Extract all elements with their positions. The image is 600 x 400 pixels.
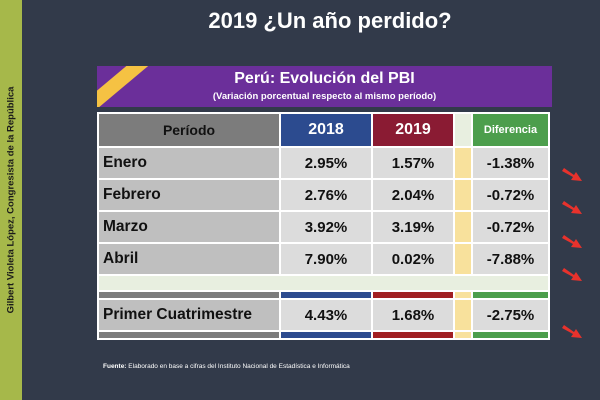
gap-cell — [453, 210, 473, 244]
gap-cell — [453, 146, 473, 180]
banner-title: Perú: Evolución del PBI — [234, 70, 415, 87]
gap-cell — [453, 298, 473, 332]
row-2018: 3.92% — [279, 210, 373, 244]
header-2018: 2018 — [279, 112, 373, 148]
color-bar — [371, 330, 455, 340]
gap-cell — [453, 290, 473, 300]
row-diff: -0.72% — [471, 178, 550, 212]
row-diff: -1.38% — [471, 146, 550, 180]
color-bar — [279, 290, 373, 300]
total-2018: 4.43% — [279, 298, 373, 332]
author-credit: Gilbert Violeta López, Congresista de la… — [5, 86, 17, 314]
spacer-row — [97, 274, 550, 292]
gdp-table: Período 2018 2019 Diferencia Enero 2.95%… — [97, 112, 550, 340]
row-period: Abril — [97, 242, 281, 276]
color-bar — [371, 290, 455, 300]
color-bar — [471, 290, 550, 300]
slide-title: 2019 ¿Un año perdido? — [208, 8, 452, 33]
arrow-down-right-icon — [562, 235, 582, 248]
row-2019: 0.02% — [371, 242, 455, 276]
source-label: Fuente: — [103, 363, 127, 370]
table-row: Febrero 2.76% 2.04% -0.72% — [97, 178, 550, 212]
color-bar — [471, 330, 550, 340]
table-banner: Perú: Evolución del PBI (Variación porce… — [97, 66, 552, 107]
header-diff: Diferencia — [471, 112, 550, 148]
row-2019: 1.57% — [371, 146, 455, 180]
table-row: Abril 7.90% 0.02% -7.88% — [97, 242, 550, 276]
table-row: Enero 2.95% 1.57% -1.38% — [97, 146, 550, 180]
source-note: Fuente: Elaborado en base a cifras del I… — [103, 363, 350, 370]
total-period: Primer Cuatrimestre — [97, 298, 281, 332]
color-bar — [97, 290, 281, 300]
row-2019: 2.04% — [371, 178, 455, 212]
row-2018: 2.76% — [279, 178, 373, 212]
gap-cell — [453, 112, 473, 148]
gap-cell — [453, 242, 473, 276]
arrow-down-right-icon — [562, 201, 582, 214]
total-diff: -2.75% — [471, 298, 550, 332]
header-row: Período 2018 2019 Diferencia — [97, 112, 550, 148]
row-2019: 3.19% — [371, 210, 455, 244]
table-row: Marzo 3.92% 3.19% -0.72% — [97, 210, 550, 244]
banner-subtitle: (Variación porcentual respecto al mismo … — [212, 91, 437, 102]
source-text: Elaborado en base a cifras del Instituto… — [126, 363, 350, 370]
total-row: Primer Cuatrimestre 4.43% 1.68% -2.75% — [97, 298, 550, 332]
spacer-cell — [97, 274, 550, 292]
color-bar — [97, 330, 281, 340]
total-2019: 1.68% — [371, 298, 455, 332]
row-diff: -7.88% — [471, 242, 550, 276]
color-bar-row — [97, 290, 550, 300]
color-bar — [279, 330, 373, 340]
header-2019: 2019 — [371, 112, 455, 148]
row-period: Febrero — [97, 178, 281, 212]
row-period: Enero — [97, 146, 281, 180]
row-period: Marzo — [97, 210, 281, 244]
gap-cell — [453, 178, 473, 212]
header-period: Período — [97, 112, 281, 148]
arrow-down-right-icon — [562, 325, 582, 338]
color-bar-row — [97, 330, 550, 340]
row-2018: 2.95% — [279, 146, 373, 180]
row-2018: 7.90% — [279, 242, 373, 276]
sidebar-credit-bar: Gilbert Violeta López, Congresista de la… — [0, 0, 22, 400]
arrow-down-right-icon — [562, 268, 582, 281]
gap-cell — [453, 330, 473, 340]
row-diff: -0.72% — [471, 210, 550, 244]
arrow-down-right-icon — [562, 168, 582, 181]
